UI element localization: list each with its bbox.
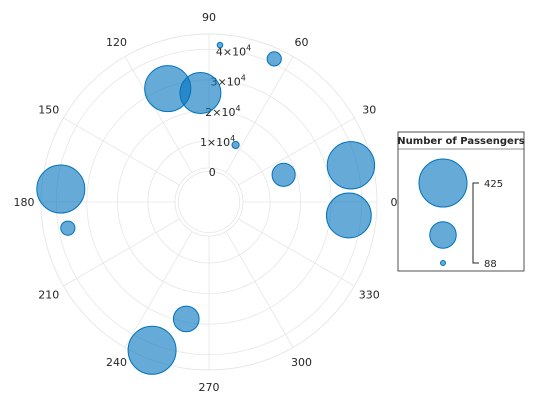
bubble-point xyxy=(325,192,372,239)
radial-gridline xyxy=(238,117,355,186)
legend: Number of Passengers 425 88 xyxy=(397,131,525,272)
theta-tick-labels: 0 30 60 90 120 150 180 210 240 270 300 330 xyxy=(14,11,398,394)
legend-bubble-large xyxy=(418,158,468,208)
theta-tick-label: 90 xyxy=(202,11,216,24)
radial-gridline xyxy=(63,218,180,287)
theta-tick-label: 30 xyxy=(362,104,376,117)
bubble-point xyxy=(266,51,282,67)
theta-tick-label: 60 xyxy=(295,36,309,49)
bubble-point xyxy=(36,164,86,214)
bubble-point xyxy=(326,141,376,190)
theta-tick-label: 180 xyxy=(14,196,35,209)
radial-gridline xyxy=(225,56,294,173)
radial-gridline xyxy=(124,231,193,348)
r-gridline-ring xyxy=(178,171,240,233)
radial-gridline xyxy=(124,56,193,173)
legend-box xyxy=(397,131,525,272)
bubble-point xyxy=(172,305,200,333)
r-tick-label: 0 xyxy=(209,166,216,179)
legend-bubble-small xyxy=(440,260,446,266)
theta-tick-label: 210 xyxy=(38,289,59,302)
r-tick-label: 4×104 xyxy=(216,44,251,59)
bubble-point xyxy=(231,140,240,150)
bubble-point xyxy=(127,325,177,375)
radial-gridline xyxy=(238,218,355,287)
bubble-point xyxy=(271,162,296,187)
bubble-point xyxy=(144,65,192,113)
theta-tick-label: 300 xyxy=(291,356,312,369)
bubble-series xyxy=(36,41,376,375)
bubble-point xyxy=(60,220,76,236)
theta-tick-label: 120 xyxy=(106,36,127,49)
inner-ring xyxy=(174,167,244,237)
theta-tick-label: 240 xyxy=(106,356,127,369)
bubble-point xyxy=(216,41,224,49)
r-gridline-ring xyxy=(147,140,271,264)
legend-min-label: 88 xyxy=(484,259,497,270)
legend-title: Number of Passengers xyxy=(397,136,524,147)
legend-bracket xyxy=(472,182,479,264)
legend-max-label: 425 xyxy=(484,179,503,190)
theta-tick-label: 0 xyxy=(391,196,398,209)
legend-bubble-medium xyxy=(429,221,457,249)
r-tick-label: 1×104 xyxy=(200,134,235,149)
theta-tick-label: 270 xyxy=(199,381,220,394)
theta-tick-label: 330 xyxy=(359,289,380,302)
radial-gridline xyxy=(63,117,180,186)
radial-gridline xyxy=(225,231,294,348)
theta-tick-label: 150 xyxy=(38,104,59,117)
